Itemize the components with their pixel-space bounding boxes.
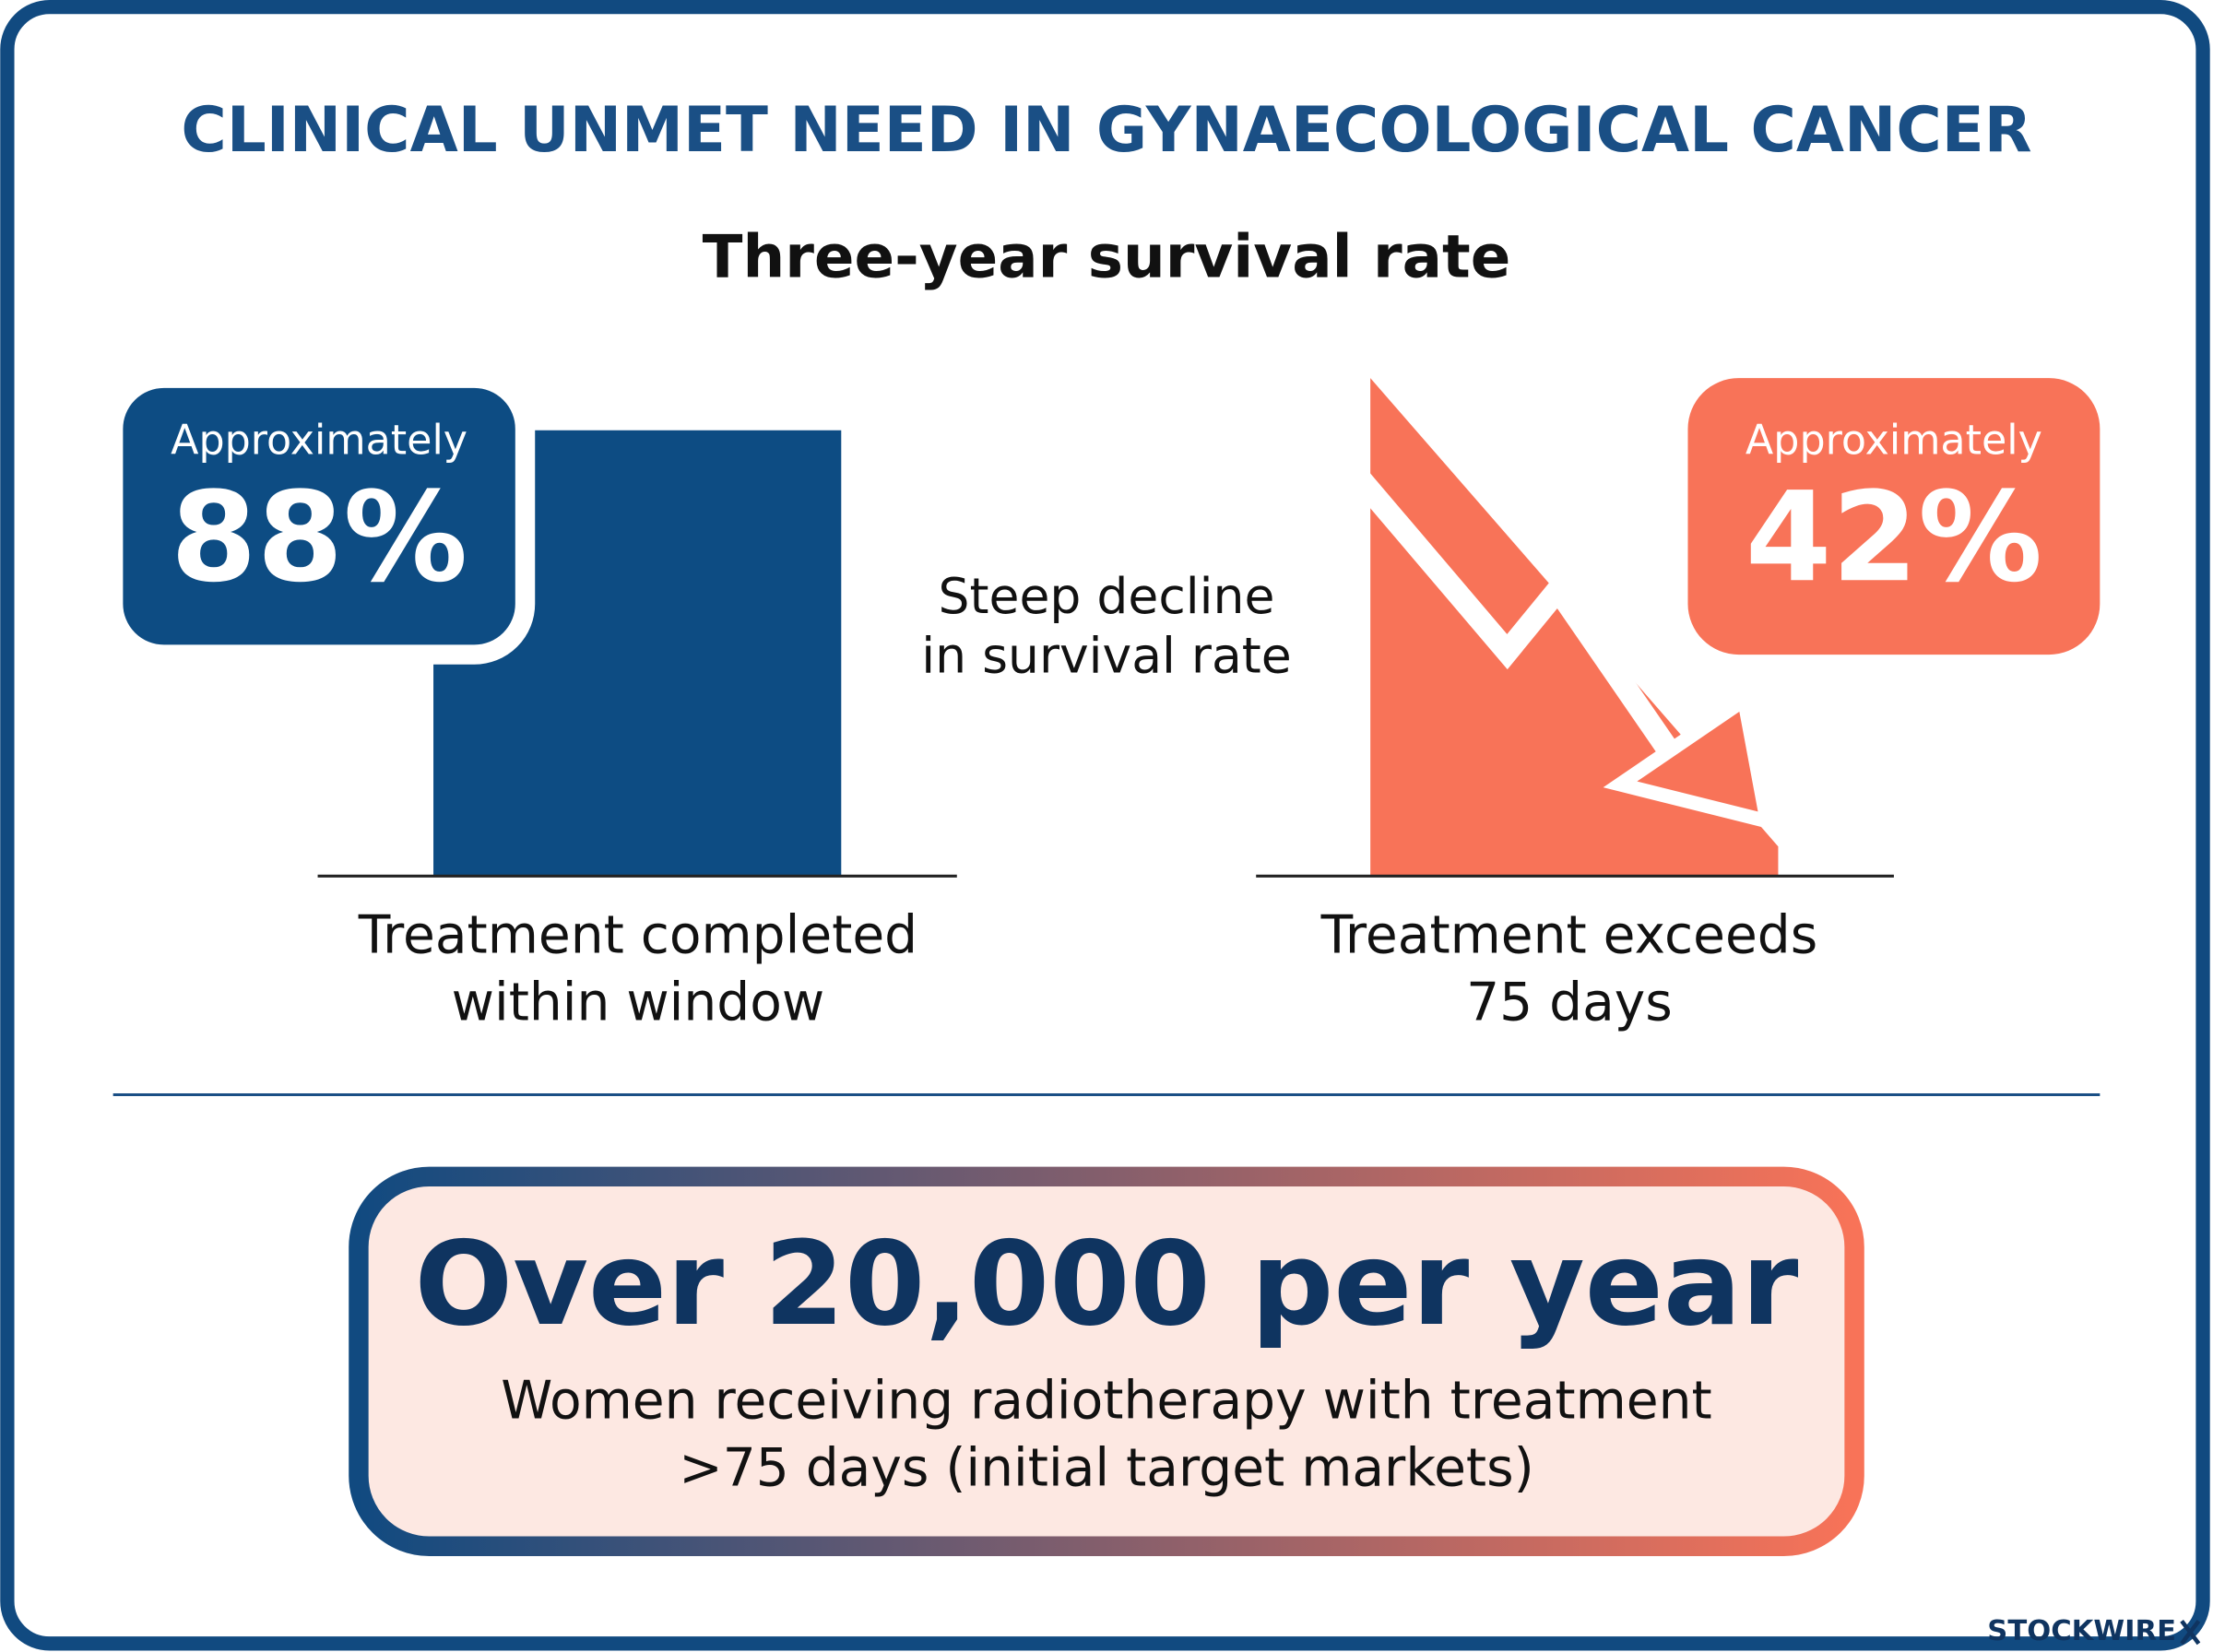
title: CLINICAL UNMET NEED IN GYNAECOLOGICAL CA… bbox=[181, 94, 2031, 166]
panel-label: Treatment exceeds bbox=[1320, 904, 1818, 965]
value: 42% bbox=[1746, 465, 2042, 609]
annotation: Steep decline bbox=[939, 567, 1275, 625]
callout-headline: Over 20,000 per year bbox=[415, 1217, 1799, 1351]
prefix: Approximately bbox=[1746, 418, 2042, 465]
value: 88% bbox=[171, 465, 467, 609]
prefix: Approximately bbox=[171, 418, 467, 465]
annotation: in survival rate bbox=[921, 626, 1291, 684]
callout-box bbox=[349, 1166, 1864, 1556]
value-box bbox=[102, 368, 536, 665]
subtitle: Three-year survival rate bbox=[703, 223, 1511, 292]
panel-label: within window bbox=[452, 973, 824, 1033]
panel-label: Treatment completed bbox=[358, 904, 917, 965]
watermark: STOCKWIRE bbox=[1987, 1615, 2176, 1647]
callout-text: Women receiving radiotherapy with treatm… bbox=[501, 1370, 1711, 1431]
callout-text: >75 days (initial target markets) bbox=[679, 1438, 1533, 1499]
panel-label: 75 days bbox=[1466, 973, 1673, 1033]
value-box bbox=[1687, 378, 2101, 655]
watermark-icon bbox=[2180, 1619, 2201, 1646]
arrow-head bbox=[1603, 688, 1776, 831]
decline-arrow bbox=[1346, 465, 1686, 769]
